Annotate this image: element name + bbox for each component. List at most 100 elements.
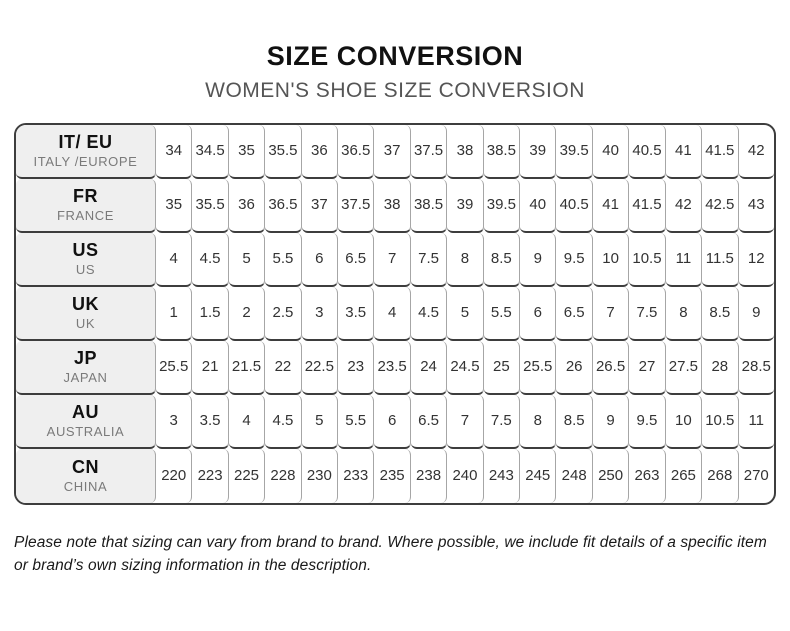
- size-cell: 1: [156, 286, 193, 341]
- size-cell: 37.5: [338, 178, 375, 233]
- size-cell: 240: [447, 448, 484, 503]
- size-cell: 21.5: [228, 340, 266, 395]
- size-cell: 11: [738, 395, 774, 449]
- size-cell: 230: [302, 448, 339, 503]
- size-cell: 7.5: [629, 286, 666, 341]
- size-cell: 41: [665, 124, 703, 179]
- size-cell: 11: [665, 232, 703, 287]
- size-cell: 6: [520, 286, 557, 341]
- size-cell: 42: [665, 178, 703, 233]
- size-cell: 3: [156, 394, 193, 449]
- size-cell: 233: [338, 448, 375, 503]
- size-cell: 35.5: [192, 178, 229, 233]
- size-cell: 6.5: [556, 286, 593, 341]
- row-code: US: [72, 240, 99, 261]
- size-cell: 9: [520, 232, 557, 287]
- size-cell: 7.5: [410, 232, 448, 287]
- row-code: UK: [72, 294, 99, 315]
- size-cell: 37: [301, 178, 339, 233]
- size-cell: 39: [520, 124, 557, 179]
- size-cell: 34: [156, 124, 193, 179]
- size-cell: 3.5: [192, 394, 229, 449]
- size-cell: 25.5: [156, 340, 193, 395]
- size-table-body: IT/ EU ITALY /EUROPE 34 34.5 35 35.5 36 36.5 37 3…: [16, 124, 774, 503]
- row-header: FR FRANCE: [16, 178, 156, 233]
- row-region: UK: [75, 315, 96, 331]
- size-cell: 36.5: [338, 124, 375, 179]
- size-cell: 37: [374, 124, 411, 179]
- size-cell: 43: [738, 179, 774, 233]
- size-cell: 5: [447, 286, 484, 341]
- size-cell: 41: [592, 178, 630, 233]
- size-cell: 9: [738, 287, 774, 341]
- size-cell: 4: [374, 286, 411, 341]
- size-cell: 36: [228, 178, 266, 233]
- row-region: CHINA: [63, 478, 108, 494]
- table-row: JP JAPAN 25.5 21 21.5 22 22.5 23 23.5 24 24.5 25 25.…: [16, 340, 774, 395]
- row-region: FRANCE: [56, 207, 115, 223]
- size-cell: 39: [447, 178, 484, 233]
- size-cell: 225: [229, 448, 266, 503]
- size-cell: 7: [592, 286, 630, 341]
- row-region: AUSTRALIA: [46, 423, 125, 439]
- size-cell: 6: [301, 232, 339, 287]
- size-cell: 25.5: [520, 340, 557, 395]
- size-cell: 27.5: [665, 340, 703, 395]
- size-cell: 8: [447, 232, 484, 287]
- size-cell: 2.5: [265, 286, 302, 341]
- size-cell: 37.5: [410, 124, 448, 179]
- size-cell: 238: [411, 448, 448, 503]
- size-cell: 9.5: [556, 232, 593, 287]
- row-header: UK UK: [16, 286, 156, 341]
- size-cell: 42: [738, 125, 774, 179]
- size-cell: 34.5: [192, 124, 229, 179]
- size-cell: 36.5: [265, 178, 302, 233]
- size-cell: 265: [666, 448, 703, 503]
- size-cell: 5: [228, 232, 266, 287]
- row-code: CN: [72, 457, 99, 478]
- size-cell: 39.5: [556, 124, 593, 179]
- size-cell: 2: [228, 286, 266, 341]
- table-row: CN CHINA 220 223 225 228 230 233 235 238 240 243 245…: [16, 448, 774, 503]
- row-code: FR: [73, 186, 98, 207]
- page-title: SIZE CONVERSION: [266, 41, 524, 71]
- size-cell: 5: [301, 394, 339, 449]
- size-cell: 223: [192, 448, 229, 503]
- size-cell: 40.5: [629, 124, 666, 179]
- row-header: IT/ EU ITALY /EUROPE: [16, 124, 156, 179]
- size-cell: 40: [592, 124, 630, 179]
- size-cell: 7: [374, 232, 411, 287]
- size-cell: 23.5: [374, 340, 411, 395]
- size-cell: 9.5: [629, 394, 666, 449]
- size-cell: 24: [410, 340, 448, 395]
- size-cell: 23: [338, 340, 375, 395]
- size-conversion-table-wrapper: IT/ EU ITALY /EUROPE 34 34.5 35 35.5 36 36.5 37 3…: [14, 122, 776, 505]
- size-cell: 6.5: [410, 394, 448, 449]
- page-header: SIZE CONVERSION WOMEN'S SHOE SIZE CONVER…: [0, 0, 790, 102]
- size-cell: 8.5: [556, 394, 593, 449]
- row-code: AU: [72, 402, 99, 423]
- size-cell: 268: [702, 448, 739, 503]
- row-code: JP: [73, 348, 98, 369]
- size-cell: 28: [702, 340, 739, 395]
- size-cell: 5.5: [338, 394, 375, 449]
- size-cell: 26.5: [592, 340, 630, 395]
- size-cell: 1.5: [192, 286, 229, 341]
- size-cell: 9: [592, 394, 630, 449]
- size-cell: 35.5: [265, 124, 302, 179]
- size-cell: 39.5: [483, 178, 521, 233]
- row-header: US US: [16, 232, 156, 287]
- size-cell: 38: [374, 178, 411, 233]
- row-region: US: [75, 261, 96, 277]
- size-cell: 8: [665, 286, 703, 341]
- footnote: Please note that sizing can vary from br…: [14, 533, 767, 575]
- size-conversion-table: IT/ EU ITALY /EUROPE 34 34.5 35 35.5 36 36.5 37 3…: [16, 124, 774, 503]
- size-cell: 250: [593, 448, 630, 503]
- size-cell: 24.5: [447, 340, 484, 395]
- size-cell: 4: [228, 394, 266, 449]
- row-region: ITALY /EUROPE: [33, 153, 138, 169]
- row-region: JAPAN: [63, 369, 108, 385]
- size-cell: 5.5: [265, 232, 302, 287]
- size-cell: 35: [156, 178, 193, 233]
- size-cell: 7: [447, 394, 484, 449]
